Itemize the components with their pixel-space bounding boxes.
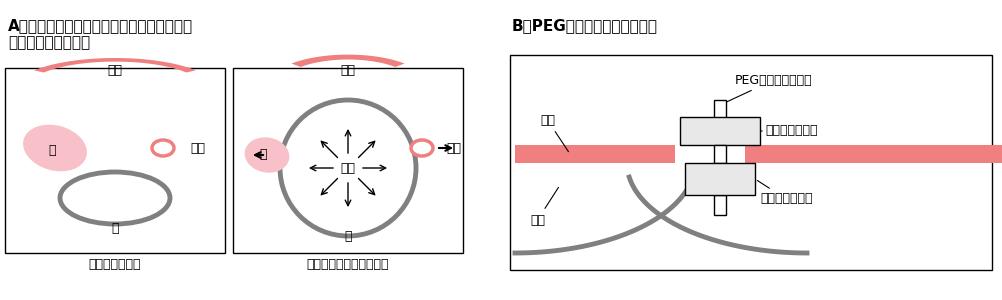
Text: 空気: 空気 [341, 161, 356, 175]
Text: 腹壁: 腹壁 [341, 64, 356, 77]
FancyBboxPatch shape [233, 68, 463, 253]
Text: 胃壁: 胃壁 [530, 187, 558, 226]
Text: 胃: 胃 [111, 222, 119, 235]
Ellipse shape [23, 125, 87, 171]
PathPatch shape [34, 58, 196, 73]
Bar [714, 100, 726, 145]
Text: PEGカテーテル本体: PEGカテーテル本体 [722, 74, 813, 104]
PathPatch shape [292, 55, 405, 67]
Text: 内視鏡送気後の位置関係: 内視鏡送気後の位置関係 [307, 258, 389, 271]
Text: 大腸: 大腸 [446, 142, 461, 154]
Bar [515, 145, 675, 163]
FancyBboxPatch shape [5, 68, 225, 253]
Circle shape [280, 100, 416, 236]
Text: 肝: 肝 [48, 143, 56, 157]
Text: 大腸: 大腸 [190, 142, 205, 154]
Bar [714, 195, 726, 215]
Text: 外部ストッパー: 外部ストッパー [760, 124, 818, 137]
Text: A）内視鏡からの送気による胃・肝・大腸の
　　位置関係の変化: A）内視鏡からの送気による胃・肝・大腸の 位置関係の変化 [8, 18, 193, 50]
Bar [714, 145, 726, 163]
Bar [745, 145, 1002, 163]
Ellipse shape [244, 137, 290, 173]
Text: B）PEGカテーテルの基本構造: B）PEGカテーテルの基本構造 [512, 18, 658, 33]
Ellipse shape [60, 172, 170, 224]
FancyBboxPatch shape [680, 117, 760, 145]
Ellipse shape [152, 140, 174, 156]
FancyBboxPatch shape [685, 163, 755, 195]
Text: 腹壁: 腹壁 [107, 64, 122, 77]
Text: 通常の位置関係: 通常の位置関係 [89, 258, 141, 271]
Text: 腹壁: 腹壁 [540, 113, 568, 152]
Text: 肝: 肝 [260, 148, 267, 161]
Text: 胃: 胃 [345, 230, 352, 243]
FancyBboxPatch shape [510, 55, 992, 270]
Text: 内部ストッパー: 内部ストッパー [758, 181, 813, 206]
Ellipse shape [411, 140, 433, 156]
